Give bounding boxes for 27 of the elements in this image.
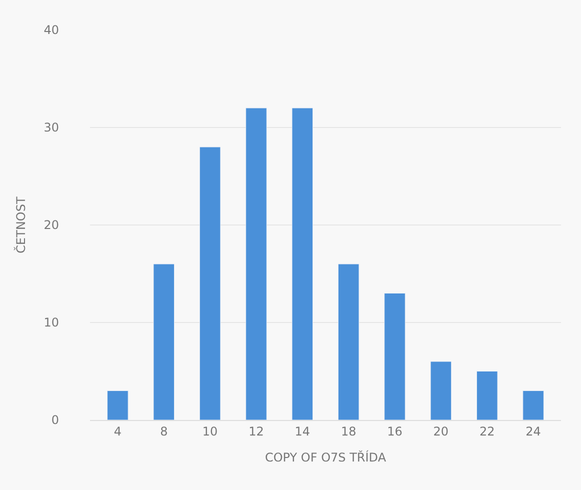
x-tick-label: 20 [433,424,449,438]
bar [292,108,314,420]
x-tick-label: 22 [479,424,495,438]
x-tick-label: 18 [340,424,356,438]
bar [338,264,360,420]
x-axis-title: COPY OF O7S TŘÍDA [264,449,387,464]
bar [430,361,452,420]
y-axis-title: ČETNOST [13,196,28,254]
bar [246,108,267,420]
y-tick-label: 20 [44,218,59,232]
y-tick-label: 0 [51,413,59,428]
bar [153,264,175,420]
y-tick-label: 40 [44,23,59,38]
x-tick-label: 24 [526,424,541,438]
x-tick-label: 12 [248,424,264,438]
y-tick-label: 30 [44,120,59,135]
x-tick-label: 8 [160,424,168,438]
x-tick-label: 10 [202,424,218,438]
x-tick-label: 4 [114,424,122,438]
y-tick-label: 10 [44,316,59,330]
bar [384,293,406,420]
bar [199,146,221,420]
bar [476,371,498,420]
x-tick-label: 16 [387,424,402,438]
bar [522,390,544,420]
bar [107,390,128,420]
x-tick-label: 14 [294,424,310,438]
